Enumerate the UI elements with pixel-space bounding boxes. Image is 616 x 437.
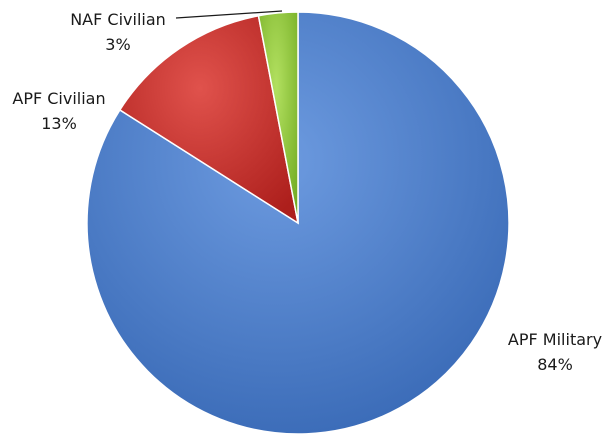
slice-value-naf-civilian: 3%	[105, 35, 130, 54]
slice-value-apf-military: 84%	[537, 355, 573, 374]
pie-slice-apf-civilian	[118, 14, 300, 225]
pie-slice-naf-civilian	[257, 11, 299, 224]
slice-value-apf-civilian: 13%	[41, 114, 77, 133]
slice-label-apf-military: APF Military	[508, 330, 602, 349]
slice-label-apf-civilian: APF Civilian	[12, 89, 105, 108]
slice-label-naf-civilian: NAF Civilian	[70, 10, 166, 29]
leader-line-naf-civilian	[175, 10, 283, 19]
